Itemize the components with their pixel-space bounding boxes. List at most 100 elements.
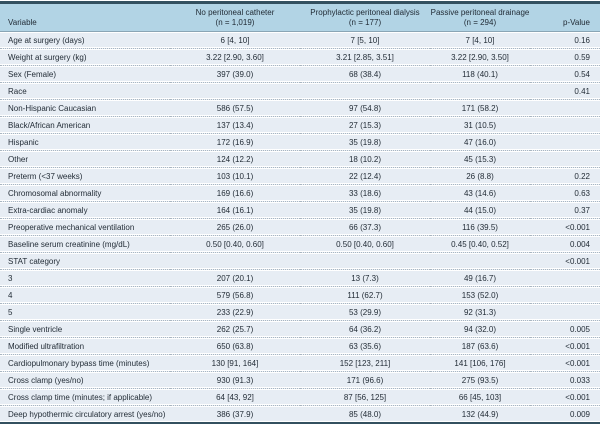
cell-prophylactic-dialysis: 18 (10.2) — [300, 150, 430, 167]
column-header-passive-drainage: Passive peritoneal drainage (n = 294) — [430, 4, 530, 32]
table-row: 3 207 (20.1) 13 (7.3) 49 (16.7) — [0, 269, 600, 286]
cell-no-catheter: 164 (16.1) — [170, 201, 300, 218]
column-header-variable: Variable — [0, 4, 170, 32]
cell-passive-drainage: 116 (39.5) — [430, 218, 530, 235]
cell-prophylactic-dialysis: 33 (18.6) — [300, 184, 430, 201]
cell-variable: Cross clamp time (minutes; if applicable… — [0, 388, 170, 405]
cell-passive-drainage: 187 (63.6) — [430, 337, 530, 354]
cell-p-value: 0.16 — [530, 32, 600, 48]
table-row: Baseline serum creatinine (mg/dL) 0.50 [0… — [0, 235, 600, 252]
cell-variable: Cross clamp (yes/no) — [0, 371, 170, 388]
cell-no-catheter: 172 (16.9) — [170, 133, 300, 150]
cell-no-catheter: 130 [91, 164] — [170, 354, 300, 371]
cell-prophylactic-dialysis: 22 (12.4) — [300, 167, 430, 184]
cell-p-value — [530, 133, 600, 150]
cell-prophylactic-dialysis: 111 (62.7) — [300, 286, 430, 303]
cell-p-value: <0.001 — [530, 218, 600, 235]
table-row: Deep hypothermic circulatory arrest (yes… — [0, 405, 600, 422]
cell-prophylactic-dialysis: 97 (54.8) — [300, 99, 430, 116]
table-row: STAT category <0.001 — [0, 252, 600, 269]
cell-no-catheter: 586 (57.5) — [170, 99, 300, 116]
cell-passive-drainage: 26 (8.8) — [430, 167, 530, 184]
column-header-prophylactic-dialysis: Prophylactic peritoneal dialysis (n = 17… — [300, 4, 430, 32]
cell-p-value: 0.033 — [530, 371, 600, 388]
cell-p-value: <0.001 — [530, 252, 600, 269]
cell-passive-drainage: 47 (16.0) — [430, 133, 530, 150]
cell-prophylactic-dialysis: 87 [56, 125] — [300, 388, 430, 405]
cell-no-catheter: 3.22 [2.90, 3.60] — [170, 48, 300, 65]
cell-variable: Hispanic — [0, 133, 170, 150]
cell-prophylactic-dialysis: 13 (7.3) — [300, 269, 430, 286]
cell-p-value: 0.59 — [530, 48, 600, 65]
column-header-no-catheter: No peritoneal catheter (n = 1,019) — [170, 4, 300, 32]
table-row: Weight at surgery (kg) 3.22 [2.90, 3.60] 3… — [0, 48, 600, 65]
header-row: Variable No peritoneal catheter (n = 1,0… — [0, 4, 600, 32]
cell-prophylactic-dialysis — [300, 82, 430, 99]
cell-variable: Black/African American — [0, 116, 170, 133]
table-row: Hispanic 172 (16.9) 35 (19.8) 47 (16.0) — [0, 133, 600, 150]
cell-prophylactic-dialysis: 0.50 [0.40, 0.60] — [300, 235, 430, 252]
table-row: Preoperative mechanical ventilation 265 (… — [0, 218, 600, 235]
cell-p-value: 0.63 — [530, 184, 600, 201]
cell-passive-drainage: 3.22 [2.90, 3.50] — [430, 48, 530, 65]
table-row: Cross clamp time (minutes; if applicable… — [0, 388, 600, 405]
table-row: Non-Hispanic Caucasian 586 (57.5) 97 (54.8… — [0, 99, 600, 116]
cell-passive-drainage: 66 [45, 103] — [430, 388, 530, 405]
cell-p-value — [530, 99, 600, 116]
cell-prophylactic-dialysis: 35 (19.8) — [300, 133, 430, 150]
cell-variable: 5 — [0, 303, 170, 320]
cell-prophylactic-dialysis: 53 (29.9) — [300, 303, 430, 320]
cell-prophylactic-dialysis: 35 (19.8) — [300, 201, 430, 218]
table-row: Race 0.41 — [0, 82, 600, 99]
table-row: Other 124 (12.2) 18 (10.2) 45 (15.3) — [0, 150, 600, 167]
cell-no-catheter: 579 (56.8) — [170, 286, 300, 303]
cell-p-value: 0.005 — [530, 320, 600, 337]
cell-p-value — [530, 303, 600, 320]
cell-variable: Chromosomal abnormality — [0, 184, 170, 201]
cell-variable: Single ventricle — [0, 320, 170, 337]
table-body: Age at surgery (days) 6 [4, 10] 7 [5, 10] 7… — [0, 32, 600, 422]
cell-prophylactic-dialysis: 7 [5, 10] — [300, 32, 430, 48]
column-header-label: No peritoneal catheter — [195, 8, 275, 17]
table-row: Cardiopulmonary bypass time (minutes) 130… — [0, 354, 600, 371]
cell-passive-drainage: 275 (93.5) — [430, 371, 530, 388]
cell-prophylactic-dialysis: 64 (36.2) — [300, 320, 430, 337]
cell-p-value: <0.001 — [530, 337, 600, 354]
cell-passive-drainage: 31 (10.5) — [430, 116, 530, 133]
cell-passive-drainage: 94 (32.0) — [430, 320, 530, 337]
cell-passive-drainage: 49 (16.7) — [430, 269, 530, 286]
cell-passive-drainage: 7 [4, 10] — [430, 32, 530, 48]
cell-no-catheter: 233 (22.9) — [170, 303, 300, 320]
cell-variable: Weight at surgery (kg) — [0, 48, 170, 65]
cell-no-catheter: 6 [4, 10] — [170, 32, 300, 48]
cell-p-value: 0.004 — [530, 235, 600, 252]
cell-passive-drainage: 43 (14.6) — [430, 184, 530, 201]
table-row: Modified ultrafiltration 650 (63.8) 63 (35… — [0, 337, 600, 354]
table-row: Cross clamp (yes/no) 930 (91.3) 171 (96.6)… — [0, 371, 600, 388]
cell-no-catheter: 262 (25.7) — [170, 320, 300, 337]
cell-prophylactic-dialysis: 152 [123, 211] — [300, 354, 430, 371]
cell-passive-drainage: 118 (40.1) — [430, 65, 530, 82]
table-row: Extra-cardiac anomaly 164 (16.1) 35 (19.8)… — [0, 201, 600, 218]
table-row: Sex (Female) 397 (39.0) 68 (38.4) 118 (40.1… — [0, 65, 600, 82]
column-header-label: Variable — [8, 17, 37, 27]
cell-passive-drainage: 171 (58.2) — [430, 99, 530, 116]
cell-passive-drainage: 132 (44.9) — [430, 405, 530, 422]
cell-p-value: <0.001 — [530, 388, 600, 405]
cell-no-catheter — [170, 252, 300, 269]
cell-prophylactic-dialysis: 66 (37.3) — [300, 218, 430, 235]
cell-passive-drainage: 0.45 [0.40, 0.52] — [430, 235, 530, 252]
table-row: Age at surgery (days) 6 [4, 10] 7 [5, 10] 7… — [0, 32, 600, 48]
cell-p-value: 0.22 — [530, 167, 600, 184]
column-header-label: Prophylactic peritoneal dialysis — [310, 8, 420, 17]
cell-variable: Preoperative mechanical ventilation — [0, 218, 170, 235]
cell-no-catheter: 137 (13.4) — [170, 116, 300, 133]
cell-prophylactic-dialysis: 85 (48.0) — [300, 405, 430, 422]
cell-variable: Modified ultrafiltration — [0, 337, 170, 354]
cell-variable: Deep hypothermic circulatory arrest (yes… — [0, 405, 170, 422]
table-row: 5 233 (22.9) 53 (29.9) 92 (31.3) — [0, 303, 600, 320]
cell-passive-drainage: 92 (31.3) — [430, 303, 530, 320]
table-row: 4 579 (56.8) 111 (62.7) 153 (52.0) — [0, 286, 600, 303]
cell-p-value — [530, 286, 600, 303]
